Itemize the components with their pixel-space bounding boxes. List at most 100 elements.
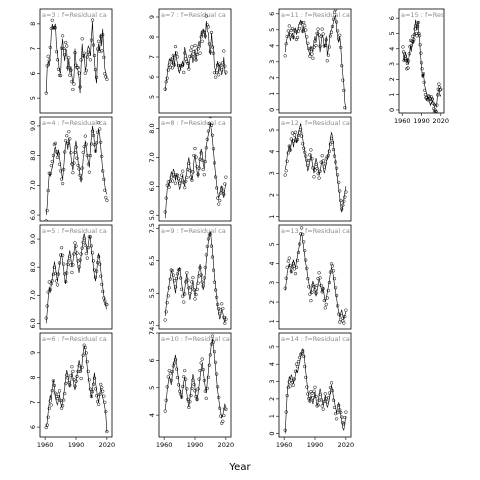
data-point bbox=[211, 51, 216, 55]
data-point bbox=[291, 35, 296, 39]
data-point bbox=[211, 147, 216, 151]
data-point bbox=[213, 288, 218, 292]
data-point bbox=[304, 258, 308, 262]
data-point bbox=[81, 240, 85, 244]
x-tick-label: 1960 bbox=[156, 441, 173, 449]
data-point bbox=[163, 318, 167, 322]
data-point bbox=[333, 9, 338, 12]
data-point bbox=[170, 179, 175, 183]
data-point bbox=[204, 14, 208, 18]
data-point bbox=[66, 66, 70, 70]
y-tick-label: 1 bbox=[268, 414, 276, 418]
data-point bbox=[217, 73, 221, 77]
data-point bbox=[91, 43, 96, 47]
data-point bbox=[167, 368, 171, 373]
data-point bbox=[174, 51, 179, 55]
data-point bbox=[193, 297, 197, 301]
data-point bbox=[103, 299, 107, 303]
data-point bbox=[168, 65, 172, 69]
data-point bbox=[75, 156, 79, 160]
data-point bbox=[317, 271, 321, 275]
data-point bbox=[46, 415, 50, 419]
data-point bbox=[54, 394, 59, 399]
data-point bbox=[331, 17, 336, 21]
data-point bbox=[86, 162, 90, 166]
data-point bbox=[326, 396, 331, 400]
data-point bbox=[190, 386, 194, 391]
data-point bbox=[224, 407, 228, 411]
panel-plot-area: a=5 : f=Residual ca bbox=[42, 227, 109, 324]
data-point bbox=[302, 240, 306, 244]
data-point bbox=[418, 43, 422, 47]
data-point bbox=[172, 63, 177, 67]
data-point bbox=[87, 378, 92, 382]
data-point bbox=[331, 147, 336, 152]
data-point bbox=[69, 373, 73, 378]
data-point bbox=[96, 39, 101, 43]
data-point bbox=[313, 385, 317, 389]
data-point bbox=[421, 71, 426, 76]
data-point bbox=[328, 34, 333, 38]
data-point bbox=[214, 186, 219, 190]
data-point bbox=[218, 311, 222, 316]
data-point bbox=[335, 410, 340, 415]
data-point bbox=[340, 415, 344, 419]
y-tick-label: 2 bbox=[268, 76, 276, 80]
y-tick-label: 4 bbox=[268, 261, 276, 265]
data-point bbox=[301, 349, 305, 353]
data-point bbox=[285, 265, 289, 269]
x-axis-label: Year bbox=[228, 462, 251, 473]
data-point bbox=[173, 181, 178, 185]
data-point bbox=[92, 376, 97, 380]
data-point bbox=[431, 101, 435, 105]
data-point bbox=[293, 271, 298, 276]
data-point bbox=[333, 160, 338, 164]
data-point bbox=[208, 353, 213, 357]
data-point bbox=[198, 157, 202, 161]
data-point bbox=[305, 385, 309, 389]
data-point bbox=[212, 280, 217, 284]
data-point bbox=[56, 152, 61, 156]
data-point bbox=[290, 265, 295, 269]
data-point bbox=[330, 140, 335, 144]
data-point bbox=[287, 256, 291, 260]
data-point bbox=[303, 24, 307, 28]
panel-frame bbox=[158, 116, 232, 222]
data-point bbox=[287, 380, 291, 384]
data-point bbox=[194, 155, 198, 159]
data-point bbox=[221, 189, 225, 193]
data-point bbox=[178, 392, 183, 396]
data-point bbox=[65, 271, 69, 275]
data-point bbox=[50, 279, 54, 283]
data-point bbox=[166, 68, 170, 72]
data-point bbox=[297, 355, 302, 360]
data-point bbox=[344, 308, 348, 312]
data-point bbox=[416, 20, 420, 25]
panel-plot-area: a=9 : f=Residual ca bbox=[161, 227, 228, 325]
data-point bbox=[187, 286, 191, 290]
data-point bbox=[191, 55, 195, 59]
data-point bbox=[65, 44, 69, 48]
y-tick-label: 8.0 bbox=[29, 150, 37, 160]
data-point bbox=[164, 398, 168, 402]
data-point bbox=[86, 369, 90, 374]
data-point bbox=[410, 34, 415, 39]
data-point bbox=[60, 181, 65, 186]
data-point bbox=[74, 244, 78, 248]
y-tick-label: 3 bbox=[388, 62, 396, 66]
data-point bbox=[204, 396, 208, 401]
data-point bbox=[335, 304, 340, 308]
data-point bbox=[221, 306, 225, 311]
panel-strip-label: a=12 : f=Residual ca bbox=[281, 119, 350, 127]
data-point bbox=[99, 140, 103, 144]
data-point bbox=[198, 265, 202, 270]
data-point bbox=[62, 46, 66, 51]
data-point bbox=[94, 394, 99, 398]
data-point bbox=[327, 391, 332, 395]
data-point bbox=[306, 163, 310, 168]
y-tick-label: 1 bbox=[388, 93, 396, 97]
data-point bbox=[335, 173, 340, 177]
panel-frame bbox=[278, 224, 352, 330]
data-point bbox=[90, 390, 95, 394]
data-point bbox=[305, 266, 309, 270]
